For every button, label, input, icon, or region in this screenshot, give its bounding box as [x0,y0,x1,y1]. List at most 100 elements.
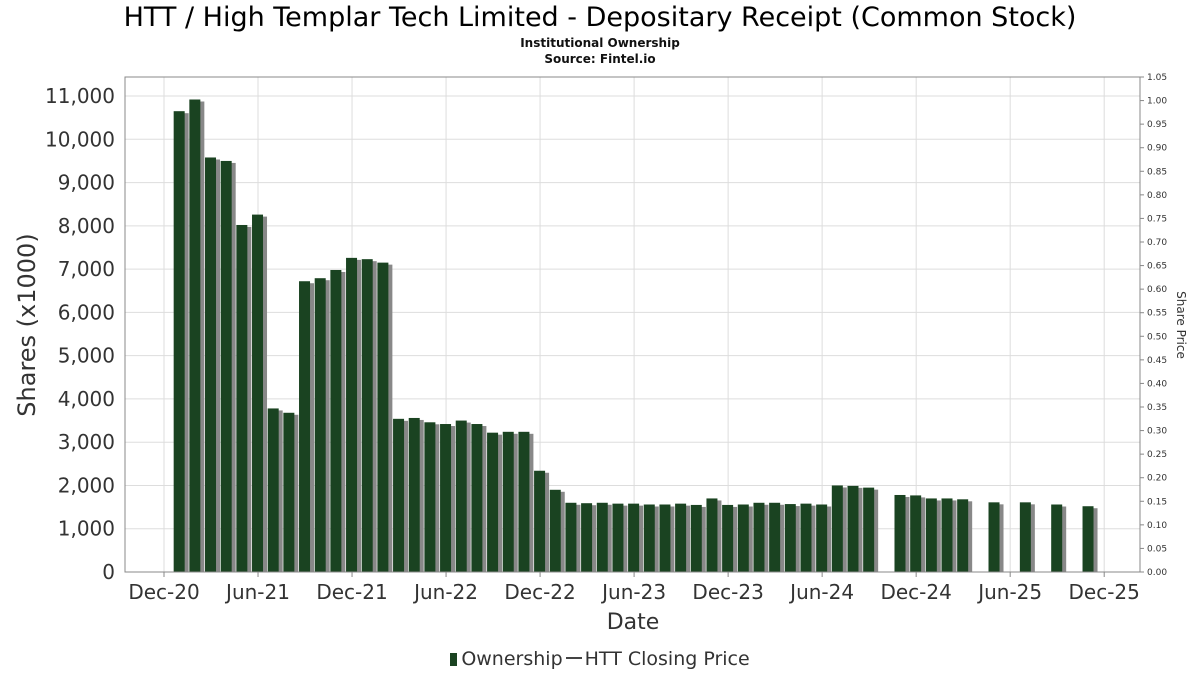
bar [988,502,1000,572]
bar [675,503,687,572]
bar [612,503,624,572]
bar [346,257,358,572]
legend: Ownership HTT Closing Price [0,648,1200,670]
bar [189,99,201,572]
bar [847,485,859,572]
bar [628,503,640,572]
bar [455,420,467,572]
bar [769,502,781,572]
x-tick-label: Dec-24 [880,580,951,604]
price-line-swatch [565,657,582,659]
bar [1019,502,1031,572]
bar [471,424,483,572]
bar [205,157,217,572]
bar [314,278,326,572]
y2-tick-label: 0.70 [1147,238,1167,248]
y-tick-label: 11,000 [45,84,115,108]
y2-tick-label: 0.45 [1147,356,1167,366]
bar [283,412,295,572]
y-tick-label: 8,000 [58,214,115,238]
y-tick-label: 10,000 [45,127,115,151]
bar [753,502,765,572]
bar [596,502,608,572]
y2-tick-label: 0.10 [1147,521,1167,531]
chart-title: HTT / High Templar Tech Limited - Deposi… [123,2,1077,33]
y2-tick-label: 0.05 [1147,544,1167,554]
bar [831,485,843,572]
legend-ownership: Ownership [461,648,563,670]
y-tick-label: 9,000 [58,171,115,195]
x-axis-title: Date [607,610,660,635]
legend-price: HTT Closing Price [584,648,750,670]
bar [925,498,937,572]
y-axis-title: Shares (x1000) [13,233,41,416]
bar [299,281,311,572]
y-tick-label: 4,000 [58,387,115,411]
bar [737,504,749,572]
y2-tick-label: 0.30 [1147,427,1167,437]
bar [706,498,718,572]
bar [722,504,734,572]
x-tick-label: Jun-25 [976,580,1042,604]
bar [894,494,906,572]
bar [440,424,452,572]
y2-tick-label: 0.20 [1147,474,1167,484]
y2-tick-label: 0.55 [1147,309,1167,319]
x-tick-label: Jun-21 [224,580,290,604]
y2-tick-label: 0.95 [1147,120,1167,130]
bar [816,504,828,572]
y-tick-label: 6,000 [58,300,115,324]
y-tick-label: 5,000 [58,344,115,368]
bar [941,498,953,572]
x-tick-label: Dec-20 [128,580,199,604]
bar [408,417,420,572]
x-tick-label: Jun-22 [412,580,478,604]
bar [330,269,342,572]
y2-tick-label: 0.15 [1147,497,1167,507]
bar [565,502,577,572]
bar [377,262,389,572]
bar [393,418,405,572]
chart-subtitle: Institutional Ownership [520,36,680,50]
y2-tick-label: 0.25 [1147,450,1167,460]
x-tick-label: Dec-22 [504,580,575,604]
y2-tick-label: 0.75 [1147,214,1167,224]
x-tick-label: Jun-23 [600,580,666,604]
bar [863,487,875,572]
x-tick-label: Dec-25 [1069,580,1140,604]
bar [549,489,561,572]
y2-tick-label: 0.65 [1147,262,1167,272]
bar [690,504,702,572]
bar [581,503,593,572]
bar [1051,504,1063,572]
y2-axis-title: Share Price [1174,291,1188,359]
bar [361,259,373,572]
bar [502,431,514,572]
bar [487,432,499,572]
bar [1082,506,1094,572]
bar [800,503,812,572]
bar [784,504,796,572]
ownership-swatch [450,653,458,666]
chart-source: Source: Fintel.io [544,52,656,66]
bar [173,111,185,573]
y2-tick-label: 0.60 [1147,285,1167,295]
bar [659,504,671,572]
bar [534,470,546,572]
bar [252,214,264,572]
y2-tick-label: 0.80 [1147,191,1167,201]
y-tick-label: 0 [102,560,115,584]
y-tick-label: 1,000 [58,517,115,541]
y-tick-label: 2,000 [58,473,115,497]
y2-tick-label: 0.00 [1147,568,1167,578]
bar [518,431,530,572]
x-tick-label: Dec-21 [316,580,387,604]
bar [957,499,969,572]
y2-tick-label: 1.00 [1147,97,1167,107]
y2-tick-label: 1.05 [1147,73,1167,83]
y2-tick-label: 0.90 [1147,144,1167,154]
bar [220,160,232,572]
y2-tick-label: 0.50 [1147,332,1167,342]
y2-tick-label: 0.40 [1147,379,1167,389]
y2-tick-label: 0.85 [1147,167,1167,177]
